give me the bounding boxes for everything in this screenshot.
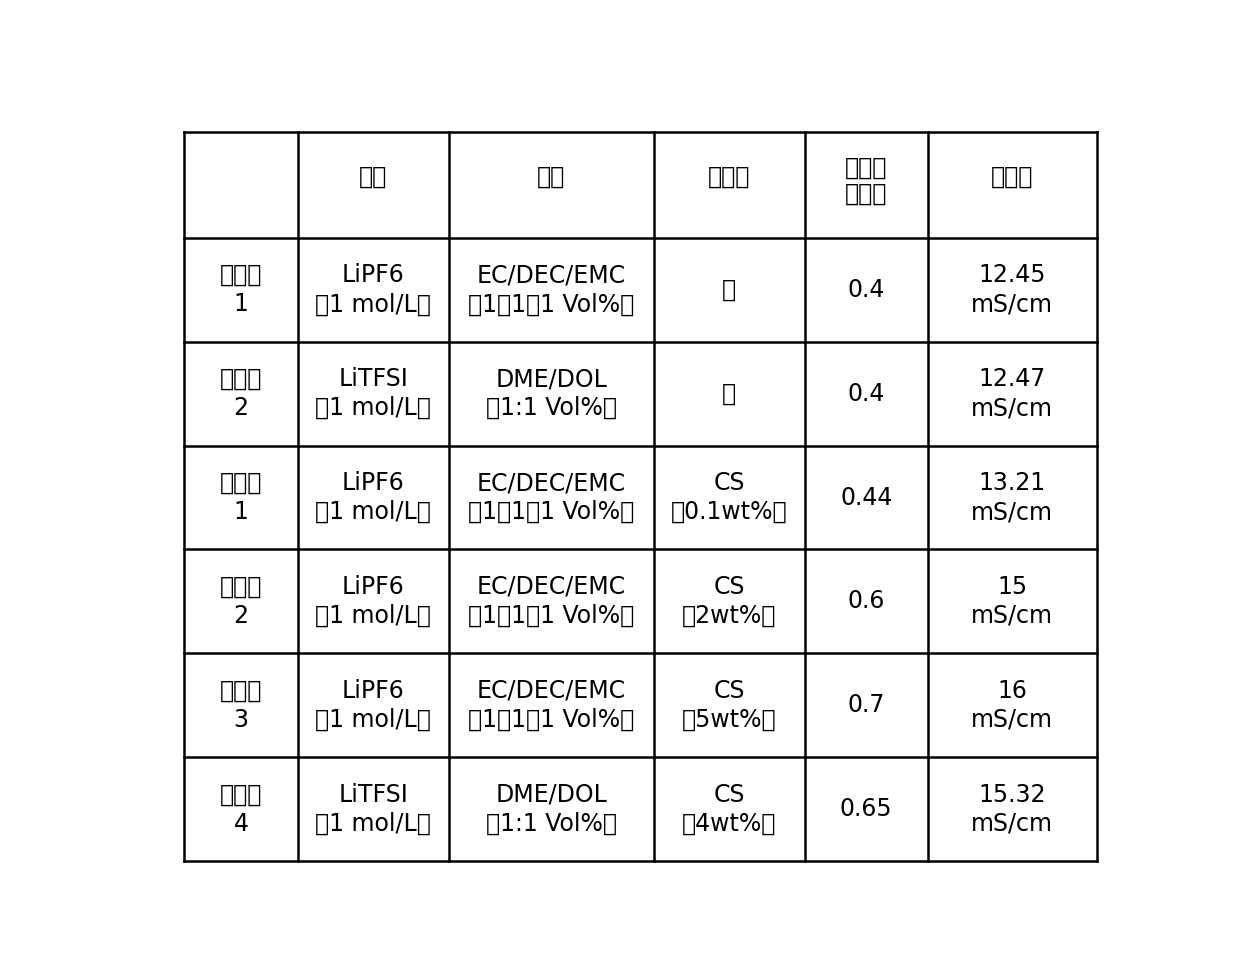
Text: 锂离子: 锂离子 [846,155,888,180]
Text: LiPF6: LiPF6 [342,264,404,287]
Text: （1 mol/L）: （1 mol/L） [315,604,432,628]
Text: 0.4: 0.4 [848,278,885,302]
Text: 对比例: 对比例 [219,264,262,287]
Text: LiPF6: LiPF6 [342,575,404,599]
Text: （1：1：1 Vol%）: （1：1：1 Vol%） [469,500,635,524]
Text: 0.6: 0.6 [848,590,885,614]
Text: （2wt%）: （2wt%） [682,604,776,628]
Text: mS/cm: mS/cm [971,500,1053,524]
Text: （4wt%）: （4wt%） [682,812,776,835]
Text: 3: 3 [233,708,248,732]
Text: 锂盐: 锂盐 [360,164,387,188]
Text: mS/cm: mS/cm [971,293,1053,316]
Text: mS/cm: mS/cm [971,708,1053,732]
Text: CS: CS [713,783,745,806]
Text: 实施例: 实施例 [219,678,262,703]
Text: 电导率: 电导率 [991,164,1033,188]
Text: （5wt%）: （5wt%） [682,708,776,732]
Text: CS: CS [713,678,745,703]
Text: 12.45: 12.45 [978,264,1047,287]
Text: 实施例: 实施例 [219,471,262,495]
Text: EC/DEC/EMC: EC/DEC/EMC [476,264,626,287]
Text: （1：1：1 Vol%）: （1：1：1 Vol%） [469,293,635,316]
Text: CS: CS [713,575,745,599]
Text: 2: 2 [233,396,248,421]
Text: 0.7: 0.7 [848,693,885,717]
Text: mS/cm: mS/cm [971,396,1053,421]
Text: （1:1 Vol%）: （1:1 Vol%） [486,812,616,835]
Text: 0.44: 0.44 [839,485,893,509]
Text: （1：1：1 Vol%）: （1：1：1 Vol%） [469,708,635,732]
Text: （1 mol/L）: （1 mol/L） [315,500,432,524]
Text: 12.47: 12.47 [978,367,1047,391]
Text: （1 mol/L）: （1 mol/L） [315,396,432,421]
Text: （0.1wt%）: （0.1wt%） [671,500,787,524]
Text: 迁移数: 迁移数 [846,182,888,206]
Text: CS: CS [713,471,745,495]
Text: DME/DOL: DME/DOL [495,783,608,806]
Text: 实施例: 实施例 [219,575,262,599]
Text: EC/DEC/EMC: EC/DEC/EMC [476,471,626,495]
Text: （1 mol/L）: （1 mol/L） [315,293,432,316]
Text: 添加剂: 添加剂 [708,164,750,188]
Text: 0.4: 0.4 [848,382,885,406]
Text: 16: 16 [997,678,1027,703]
Text: LiPF6: LiPF6 [342,678,404,703]
Text: EC/DEC/EMC: EC/DEC/EMC [476,575,626,599]
Text: 4: 4 [233,812,248,835]
Text: （1:1 Vol%）: （1:1 Vol%） [486,396,616,421]
Text: （1 mol/L）: （1 mol/L） [315,708,432,732]
Text: 溶剂: 溶剂 [537,164,565,188]
Text: LiTFSI: LiTFSI [339,367,408,391]
Text: 1: 1 [233,293,248,316]
Text: 13.21: 13.21 [978,471,1045,495]
Text: 1: 1 [233,500,248,524]
Text: 无: 无 [722,278,737,302]
Text: mS/cm: mS/cm [971,604,1053,628]
Text: 2: 2 [233,604,248,628]
Text: （1：1：1 Vol%）: （1：1：1 Vol%） [469,604,635,628]
Text: mS/cm: mS/cm [971,812,1053,835]
Text: DME/DOL: DME/DOL [495,367,608,391]
Text: LiTFSI: LiTFSI [339,783,408,806]
Text: 15: 15 [997,575,1028,599]
Text: 无: 无 [722,382,737,406]
Text: （1 mol/L）: （1 mol/L） [315,812,432,835]
Text: 0.65: 0.65 [839,797,893,821]
Text: 对比例: 对比例 [219,367,262,391]
Text: 15.32: 15.32 [978,783,1047,806]
Text: LiPF6: LiPF6 [342,471,404,495]
Text: EC/DEC/EMC: EC/DEC/EMC [476,678,626,703]
Text: 实施例: 实施例 [219,783,262,806]
